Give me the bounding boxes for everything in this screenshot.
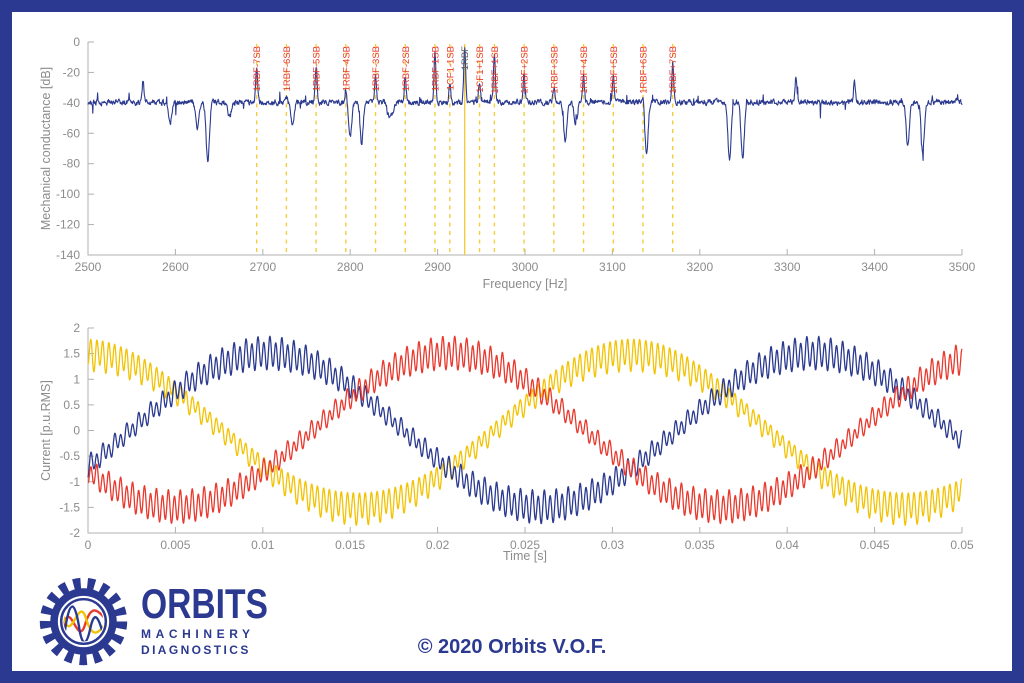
marker-label-1CF1+1SB: 1CF1+1SB [475,46,486,93]
x-tick-label: 2700 [249,260,276,274]
marker-label-1RBF+2SB: 1RBF+2SB [520,46,531,94]
x-tick-label: 0.035 [685,538,715,552]
y-tick-label: 0 [73,35,80,49]
x-tick-label: 3400 [861,260,888,274]
orbits-logo: ORBITS MACHINERY DIAGNOSTICS [36,574,300,669]
x-axis-title: Time [s] [503,549,547,563]
x-tick-label: 3200 [686,260,713,274]
x-tick-label: 2600 [162,260,189,274]
x-tick-label: 3500 [949,260,976,274]
y-tick-label: 1 [73,372,80,386]
x-tick-label: 2900 [424,260,451,274]
x-tick-label: 0.03 [601,538,625,552]
y-tick-label: -0.5 [59,449,80,463]
x-tick-label: 3100 [599,260,626,274]
three-phase-current-chart: 0 0.005 0.01 0.015 0.02 0.025 0.03 0.035 0.04 0.0… [39,321,974,563]
marker-label-1RBF-1SB: 1RBF-1SB [430,46,441,91]
x-tick-label: 0 [85,538,92,552]
x-tick-label: 0.015 [335,538,365,552]
x-tick-label: 0.005 [160,538,190,552]
gear-teeth [39,577,128,666]
x-tick-label: 0.02 [426,538,450,552]
y-tick-label: 0.5 [63,398,80,412]
y-tick-label: -20 [63,65,81,79]
marker-label-1RBF+3SB: 1RBF+3SB [549,46,560,94]
y-tick-label: 1.5 [63,347,80,361]
tick-labels: 2500 2600 2700 2800 2900 3000 3100 3200 3300 3400… [56,35,976,274]
phase-blue-trace [87,335,963,525]
x-tick-label: 3300 [774,260,801,274]
marker-label-1RBF-4SB: 1RBF-4SB [341,46,352,91]
x-tick-label: 0.05 [950,538,974,552]
y-tick-label: -60 [63,126,81,140]
orbit-waves-icon [63,605,104,642]
y-axis-title: Mechanical conductance [dB] [39,67,53,230]
y-tick-label: 0 [73,424,80,438]
copyright-text: © 2020 Orbits V.O.F. [417,636,607,658]
y-tick-label: -1.5 [59,500,80,514]
marker-label-1RBF+5SB: 1RBF+5SB [609,46,620,94]
axes [87,327,963,534]
x-tick-label: 0.04 [776,538,800,552]
y-tick-label: -2 [69,526,80,540]
logo-subtitle-diagnostics: DIAGNOSTICS [141,643,251,657]
x-tick-label: 2800 [337,260,364,274]
marker-label-1RBF-3SB: 1RBF-3SB [371,46,382,91]
spectrum-chart: 2500 2600 2700 2800 2900 3000 3100 3200 3300 3400… [39,35,976,291]
x-axis-title: Frequency [Hz] [483,277,568,291]
phase-red-trace [87,335,963,525]
x-tick-label: 3000 [512,260,539,274]
logo-text: ORBITS MACHINERY DIAGNOSTICS [141,580,300,658]
y-axis-title: Current [p.u.RMS] [39,380,53,481]
marker-label-1RBF+4SB: 1RBF+4SB [579,46,590,94]
marker-label-1RBF-5SB: 1RBF-5SB [312,46,323,91]
marker-label-1CF1-1SB: 1CF1-1SB [445,46,456,90]
x-tick-label: 2500 [75,260,102,274]
axes [87,41,963,256]
y-tick-label: -40 [63,96,81,110]
y-tick-label: -80 [63,157,81,171]
marker-label-1RBF+1SB: 1RBF+1SB [490,46,501,94]
marker-label-1RBF-7SB: 1RBF-7SB [252,46,263,91]
logo-subtitle-machinery: MACHINERY [141,627,255,641]
marker-label-1RBF+6SB: 1RBF+6SB [638,46,649,94]
y-tick-label: -140 [56,248,80,262]
x-tick-label: 0.025 [510,538,540,552]
marker-label-1RBF-2SB: 1RBF-2SB [401,46,412,91]
y-tick-label: 2 [73,321,80,335]
marker-label-1RBF-6SB: 1RBF-6SB [282,46,293,91]
x-tick-label: 0.01 [251,538,275,552]
tick-labels: 0 0.005 0.01 0.015 0.02 0.025 0.03 0.035 0.04 0.0… [59,321,974,552]
logo-name: ORBITS [141,580,268,627]
marker-label-1RBF: 1RBF [460,46,471,70]
gear-waves-icon [39,577,128,666]
phase-yellow-trace [87,338,963,526]
y-tick-label: -120 [56,218,80,232]
x-tick-label: 0.045 [860,538,890,552]
y-tick-label: -1 [69,475,80,489]
y-tick-label: -100 [56,187,80,201]
spectrum-trace [87,47,963,163]
marker-label-1RBF+7SB: 1RBF+7SB [668,46,679,94]
